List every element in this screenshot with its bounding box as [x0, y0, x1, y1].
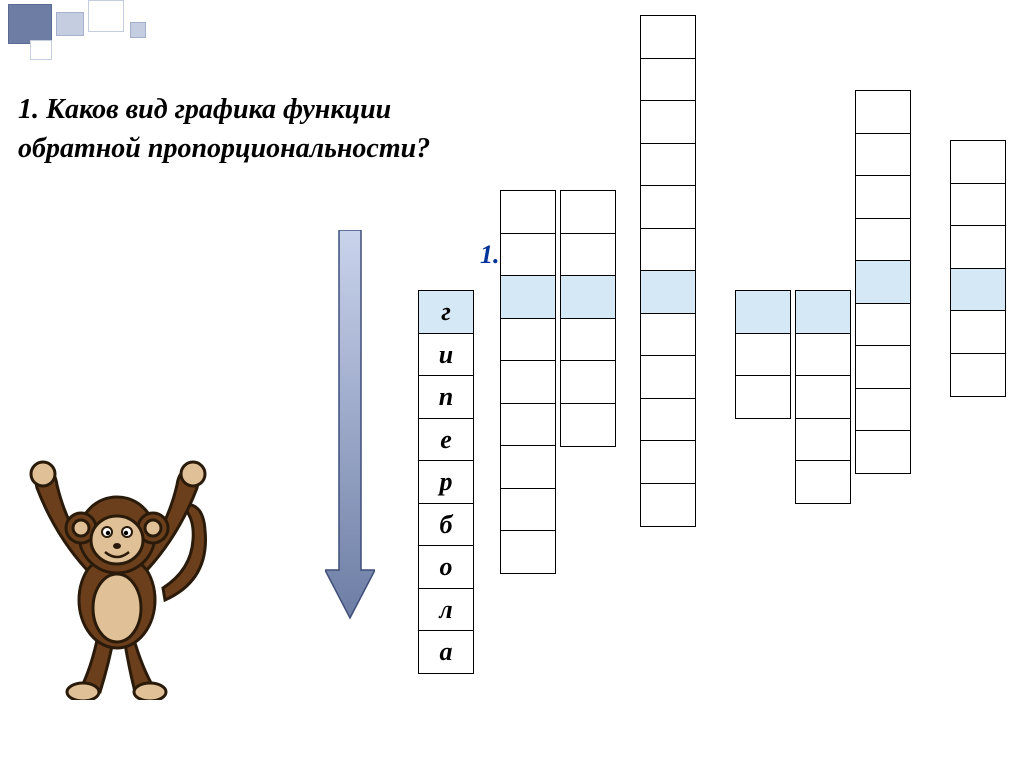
crossword-cell: е: [418, 418, 474, 462]
crossword-cell: б: [418, 503, 474, 547]
crossword-cell: [950, 183, 1006, 227]
crossword-cell: [950, 310, 1006, 354]
crossword-cell: [500, 530, 556, 574]
crossword-cell: [855, 303, 911, 347]
crossword-cell: п: [418, 375, 474, 419]
crossword-cell: [640, 228, 696, 272]
crossword-cell: [640, 483, 696, 527]
crossword-cell: [560, 275, 616, 319]
crossword-column: [640, 15, 696, 527]
crossword-cell: [560, 318, 616, 362]
crossword-cell: [500, 275, 556, 319]
crossword-cell: [795, 460, 851, 504]
crossword-cell: а: [418, 630, 474, 674]
crossword-cell: [855, 345, 911, 389]
crossword-cell: [735, 290, 791, 334]
crossword-column: [560, 190, 616, 447]
crossword-cell: [855, 133, 911, 177]
crossword-column: гипербола: [418, 290, 474, 674]
crossword-cell: [640, 398, 696, 442]
crossword-cell: [950, 268, 1006, 312]
crossword-column: [795, 290, 851, 504]
crossword-cell: [855, 388, 911, 432]
crossword-cell: г: [418, 290, 474, 334]
crossword-cell: [500, 190, 556, 234]
crossword-cell: [640, 58, 696, 102]
crossword-cell: [560, 403, 616, 447]
crossword-cell: [500, 318, 556, 362]
crossword-cell: л: [418, 588, 474, 632]
crossword-cell: [640, 313, 696, 357]
crossword-cell: [735, 375, 791, 419]
crossword-column: [735, 290, 791, 419]
crossword-cell: [500, 233, 556, 277]
crossword-cell: [500, 445, 556, 489]
crossword-cell: [795, 418, 851, 462]
crossword-cell: [855, 430, 911, 474]
crossword-cell: [855, 175, 911, 219]
crossword-cell: р: [418, 460, 474, 504]
crossword-cell: и: [418, 333, 474, 377]
crossword-cell: [640, 100, 696, 144]
crossword-cell: [795, 333, 851, 377]
crossword-cell: [640, 440, 696, 484]
crossword-cell: [560, 360, 616, 404]
crossword-cell: [950, 225, 1006, 269]
crossword-cell: [950, 140, 1006, 184]
crossword-cell: [855, 90, 911, 134]
crossword-cell: [640, 185, 696, 229]
crossword-cell: [500, 360, 556, 404]
crossword-cell: [855, 218, 911, 262]
crossword-cell: [855, 260, 911, 304]
monkey-icon: [15, 440, 225, 700]
crossword-column: [500, 190, 556, 574]
crossword-cell: [640, 355, 696, 399]
crossword-cell: [560, 190, 616, 234]
crossword-cell: [640, 270, 696, 314]
crossword-cell: [735, 333, 791, 377]
crossword-cell: [795, 290, 851, 334]
crossword-cell: [795, 375, 851, 419]
crossword-cell: [950, 353, 1006, 397]
crossword-column: [950, 140, 1006, 397]
crossword-cell: [500, 403, 556, 447]
crossword-cell: [560, 233, 616, 277]
crossword-cell: [500, 488, 556, 532]
crossword-cell: [640, 143, 696, 187]
crossword-column: [855, 90, 911, 474]
crossword-cell: о: [418, 545, 474, 589]
crossword-cell: [640, 15, 696, 59]
